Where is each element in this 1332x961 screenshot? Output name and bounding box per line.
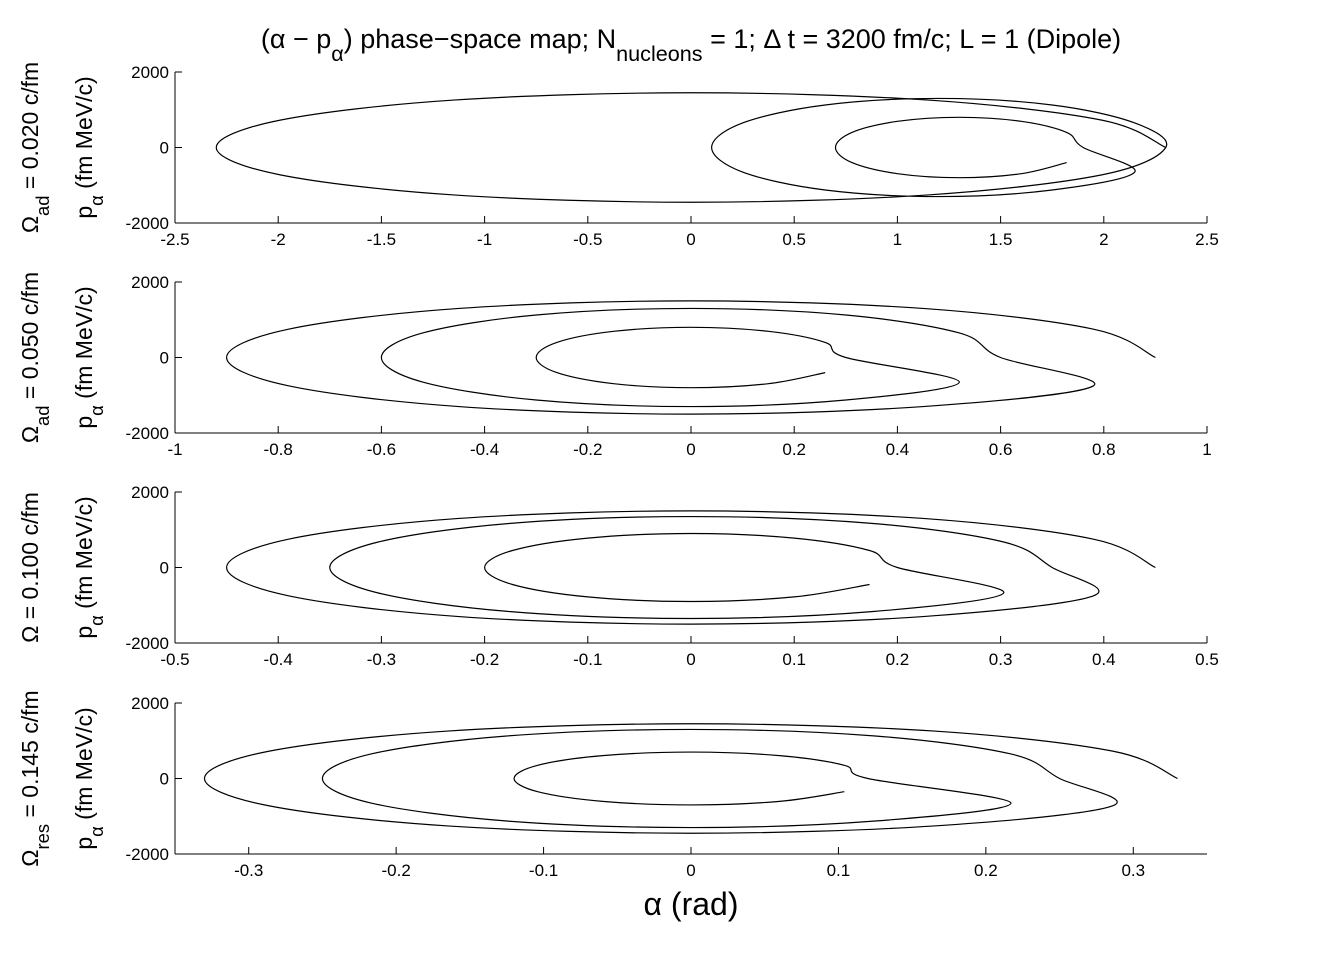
x-tick-label: -0.6 — [367, 440, 396, 459]
x-tick-label: -0.2 — [573, 440, 602, 459]
subscript: α — [86, 195, 107, 206]
x-tick-label: 0.3 — [989, 650, 1013, 669]
y-tick-label: 0 — [160, 139, 169, 158]
y-label: pα (fm MeV/c) — [71, 286, 107, 428]
y-label: pα (fm MeV/c) — [71, 76, 107, 218]
x-tick-label: -0.3 — [367, 650, 396, 669]
subscript: α — [86, 405, 107, 416]
y-tick-label: 2000 — [131, 273, 169, 292]
x-tick-label: 2 — [1099, 230, 1108, 249]
y-label-outer: Ωad = 0.050 c/fm — [17, 272, 53, 443]
text-part: (fm MeV/c) — [71, 76, 97, 195]
x-tick-label: 1 — [893, 230, 902, 249]
x-tick-label: -1 — [477, 230, 492, 249]
x-tick-label: -2.5 — [160, 230, 189, 249]
text-part: = 1; Δ t = 3200 fm/c; L = 1 (Dipole) — [703, 24, 1122, 54]
text-part: (α − p — [261, 24, 331, 54]
y-tick-label: -2000 — [126, 845, 169, 864]
x-tick-label: 0.4 — [1092, 650, 1116, 669]
x-tick-label: 1 — [1202, 440, 1211, 459]
x-tick-label: -0.5 — [573, 230, 602, 249]
y-tick-label: 0 — [160, 770, 169, 789]
x-label: α (rad) — [644, 886, 739, 922]
text-part: Ω — [17, 426, 43, 443]
x-tick-label: 0.2 — [974, 861, 998, 880]
x-tick-label: 0 — [686, 861, 695, 880]
text-part: ) phase−space map; N — [344, 24, 616, 54]
text-part: Ω = 0.100 c/fm — [17, 492, 43, 643]
subscript: ad — [32, 405, 53, 425]
x-tick-label: -0.2 — [470, 650, 499, 669]
x-tick-label: 0.6 — [989, 440, 1013, 459]
subscript: res — [32, 824, 53, 850]
x-tick-label: 0.5 — [1195, 650, 1219, 669]
x-tick-label: -0.4 — [470, 440, 499, 459]
y-tick-label: 2000 — [131, 483, 169, 502]
chart-title: (α − pα) phase−space map; Nnucleons = 1;… — [261, 24, 1121, 66]
text-part: (fm MeV/c) — [71, 707, 97, 826]
x-tick-label: -1.5 — [367, 230, 396, 249]
x-tick-label: -0.1 — [529, 861, 558, 880]
x-tick-label: -0.8 — [264, 440, 293, 459]
y-tick-label: -2000 — [126, 424, 169, 443]
subscript: α — [331, 41, 343, 66]
x-tick-label: 0.4 — [886, 440, 910, 459]
x-tick-label: 0.1 — [782, 650, 806, 669]
x-tick-label: 1.5 — [989, 230, 1013, 249]
y-tick-label: -2000 — [126, 634, 169, 653]
text-part: p — [71, 416, 97, 429]
y-label: pα (fm MeV/c) — [71, 496, 107, 638]
y-tick-label: 0 — [160, 559, 169, 578]
text-part: p — [71, 626, 97, 639]
subscript: α — [86, 615, 107, 626]
trajectory — [215, 92, 1168, 203]
text-part: (fm MeV/c) — [71, 496, 97, 615]
text-part: p — [71, 206, 97, 219]
subscript: α — [86, 826, 107, 837]
x-tick-label: 0 — [686, 650, 695, 669]
y-label-outer: Ω = 0.100 c/fm — [17, 492, 43, 643]
y-tick-label: 2000 — [131, 63, 169, 82]
x-tick-label: 0.3 — [1121, 861, 1145, 880]
text-part: (fm MeV/c) — [71, 286, 97, 405]
x-tick-label: -2 — [271, 230, 286, 249]
text-part: = 0.145 c/fm — [17, 690, 43, 824]
x-tick-label: 0 — [686, 230, 695, 249]
x-tick-label: -0.3 — [234, 861, 263, 880]
x-tick-label: 0.2 — [886, 650, 910, 669]
y-label-outer: Ωad = 0.020 c/fm — [17, 62, 53, 233]
y-label: pα (fm MeV/c) — [71, 707, 107, 849]
trajectory — [225, 300, 1156, 415]
x-tick-label: 0.2 — [782, 440, 806, 459]
subscript: ad — [32, 195, 53, 215]
x-tick-label: -1 — [167, 440, 182, 459]
x-tick-label: -0.4 — [264, 650, 293, 669]
y-label-outer: Ωres = 0.145 c/fm — [17, 690, 53, 866]
y-tick-label: -2000 — [126, 214, 169, 233]
x-tick-label: 0.5 — [782, 230, 806, 249]
x-tick-label: 0.8 — [1092, 440, 1116, 459]
y-tick-label: 0 — [160, 349, 169, 368]
y-tick-label: 2000 — [131, 694, 169, 713]
text-part: = 0.050 c/fm — [17, 272, 43, 406]
x-tick-label: 2.5 — [1195, 230, 1219, 249]
subscript: nucleons — [616, 41, 703, 66]
x-tick-label: 0 — [686, 440, 695, 459]
text-part: = 0.020 c/fm — [17, 62, 43, 196]
text-part: p — [71, 837, 97, 850]
x-tick-label: -0.2 — [381, 861, 410, 880]
trajectory — [203, 723, 1178, 834]
text-part: Ω — [17, 216, 43, 233]
x-tick-label: -0.5 — [160, 650, 189, 669]
trajectory — [225, 510, 1156, 625]
x-tick-label: -0.1 — [573, 650, 602, 669]
text-part: Ω — [17, 849, 43, 866]
x-tick-label: 0.1 — [827, 861, 851, 880]
